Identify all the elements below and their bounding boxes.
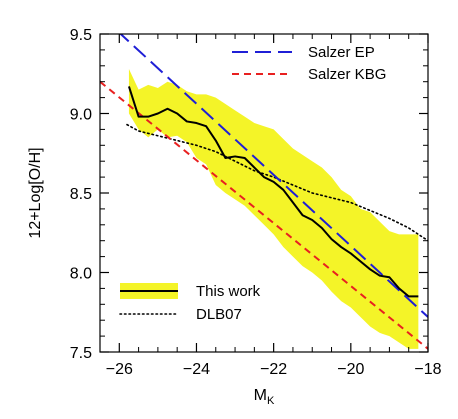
x-tick-label: −24 bbox=[183, 361, 210, 378]
legend-bottom: This work DLB07 bbox=[119, 283, 261, 323]
legend-label: This work bbox=[196, 283, 261, 300]
x-tick-label: −26 bbox=[106, 361, 133, 378]
x-axis-title-subscript: K bbox=[267, 395, 275, 407]
y-tick-label: 8.0 bbox=[70, 266, 92, 283]
y-tick-label: 7.5 bbox=[70, 345, 92, 362]
y-tick-label: 8.5 bbox=[70, 186, 92, 203]
legend-label: Salzer KBG bbox=[308, 66, 386, 83]
series-line-this-work bbox=[127, 86, 419, 298]
axis-ticks-layer bbox=[99, 33, 429, 353]
legend-label: DLB07 bbox=[196, 306, 242, 323]
legend-top: Salzer EP Salzer KBG bbox=[232, 44, 386, 83]
y-tick-label: 9.5 bbox=[70, 27, 92, 44]
series-line-dlb07 bbox=[126, 123, 428, 242]
legend-label: Salzer EP bbox=[308, 44, 375, 61]
x-axis-title: MK bbox=[254, 387, 275, 407]
series-line-salzer-ep bbox=[119, 34, 428, 318]
y-tick-label: 9.0 bbox=[70, 107, 92, 124]
scatter-band-layer bbox=[128, 68, 419, 349]
series-line-salzer-kbg bbox=[100, 80, 428, 350]
series-lines-layer bbox=[100, 34, 428, 350]
x-tick-label: −22 bbox=[260, 361, 287, 378]
tick-labels-layer: −26 −24 −22 −20 −18 7.5 8.0 8.5 9.0 9.5 bbox=[70, 27, 442, 378]
y-axis-title: 12+Log[O/H] bbox=[27, 147, 44, 238]
x-tick-label: −20 bbox=[337, 361, 364, 378]
x-axis-title-main: M bbox=[254, 387, 267, 404]
scatter-band bbox=[128, 68, 419, 349]
x-tick-label: −18 bbox=[414, 361, 441, 378]
